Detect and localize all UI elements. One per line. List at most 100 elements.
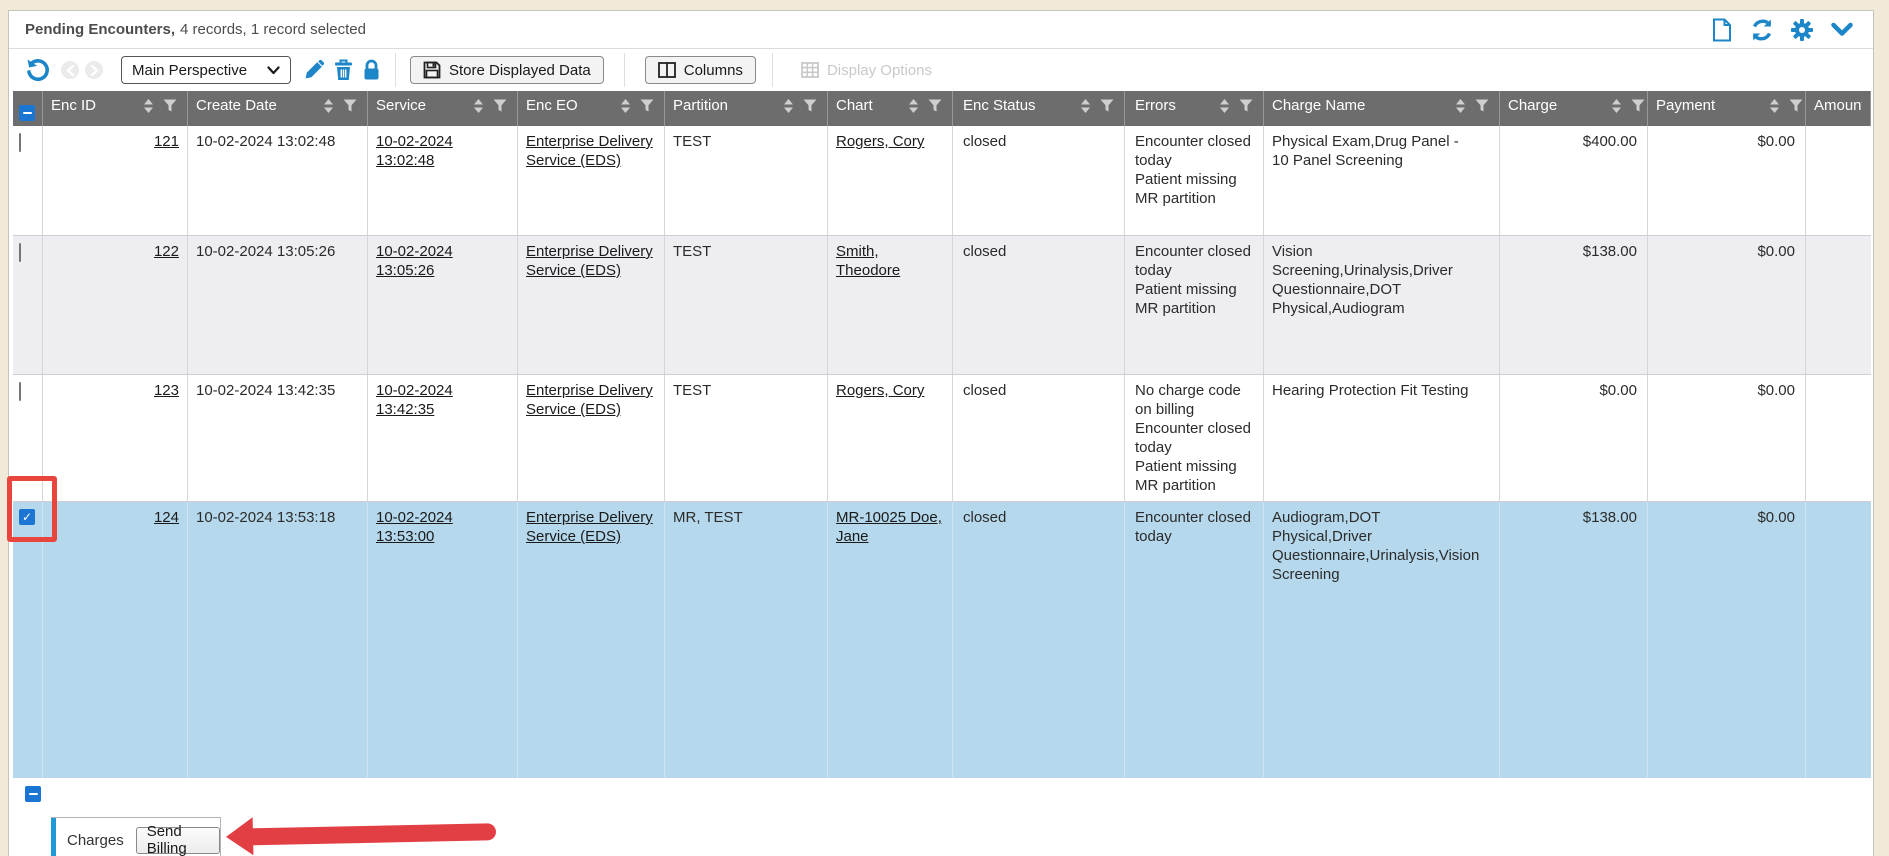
enc-status-cell: closed [953,375,1125,501]
column-header-partition[interactable]: Partition [665,91,828,126]
display-options-button: Display Options [789,62,944,79]
partition-cell: TEST [665,126,828,235]
enc-status-cell: closed [953,236,1125,374]
prev-icon[interactable] [61,61,79,79]
column-header-service[interactable]: Service [368,91,518,126]
payment-cell: $0.00 [1648,126,1806,235]
enc-eo-link[interactable]: Enterprise Delivery Service (EDS) [526,382,653,418]
row-checkbox-checked[interactable]: ✓ [19,509,35,525]
partition-cell: MR, TEST [665,502,828,778]
table-body: 121 10-02-2024 13:02:48 10-02-2024 13:02… [13,126,1871,778]
pencil-icon[interactable] [303,59,325,81]
sort-icon [324,98,333,113]
column-header-create-date[interactable]: Create Date [188,91,368,126]
page-title: Pending Encounters, [25,21,176,38]
select-all-checkbox[interactable] [19,105,35,121]
column-header-enc-status[interactable]: Enc Status [953,91,1125,126]
store-displayed-data-label: Store Displayed Data [449,61,591,79]
column-header-chart[interactable]: Chart [828,91,953,126]
column-header-charge[interactable]: Charge [1500,91,1648,126]
filter-icon [1100,99,1114,112]
pending-encounters-panel: Pending Encounters, 4 records, 1 record … [8,10,1874,856]
chart-link[interactable]: MR-10025 Doe, Jane [836,509,942,545]
enc-id-link[interactable]: 121 [153,133,179,150]
column-header-enc-eo[interactable]: Enc EO [518,91,665,126]
charges-tab-accent [51,818,56,856]
service-link[interactable]: 10-02-2024 13:53:00 [376,509,453,545]
columns-label: Columns [683,61,743,79]
amount-cell [1806,502,1871,778]
row-checkbox[interactable] [19,133,21,152]
amount-cell [1806,236,1871,374]
enc-eo-link[interactable]: Enterprise Delivery Service (EDS) [526,133,653,169]
enc-id-link[interactable]: 124 [153,509,179,526]
amount-cell [1806,375,1871,501]
partition-cell: TEST [665,375,828,501]
enc-id-link[interactable]: 122 [153,243,179,260]
errors-cell: Encounter closed today Patient missing M… [1125,236,1264,374]
column-header-payment[interactable]: Payment [1648,91,1806,126]
columns-icon [657,62,676,78]
charge-cell: $138.00 [1500,502,1648,778]
filter-icon [163,99,177,112]
table-header-row: Enc ID Create Date Service Enc EO Partit… [13,91,1871,126]
next-icon[interactable] [85,61,103,79]
enc-eo-link[interactable]: Enterprise Delivery Service (EDS) [526,243,653,279]
enc-id-link[interactable]: 123 [153,382,179,399]
create-date-cell: 10-02-2024 13:02:48 [188,126,368,235]
enc-eo-link[interactable]: Enterprise Delivery Service (EDS) [526,509,653,545]
payment-cell: $0.00 [1648,375,1806,501]
filter-icon [493,99,507,112]
record-count-text: 4 records, 1 record selected [180,21,366,38]
chart-link[interactable]: Smith, Theodore [836,243,901,279]
filter-icon [343,99,357,112]
column-header-errors[interactable]: Errors [1125,91,1264,126]
perspective-select[interactable]: Main Perspective [121,56,291,84]
send-billing-label: Send Billing [146,823,187,856]
sort-icon [1220,98,1229,113]
charges-panel: Charges Send Billing [51,817,221,856]
service-link[interactable]: 10-02-2024 13:42:35 [376,382,453,418]
send-billing-button[interactable]: Send Billing [135,823,220,856]
chart-link[interactable]: Rogers, Cory [836,382,925,399]
undo-icon[interactable] [25,57,51,83]
row-checkbox[interactable] [19,382,21,401]
sort-icon [784,98,793,113]
sort-icon [474,98,483,113]
columns-button[interactable]: Columns [644,56,756,84]
table-row-124-selected[interactable]: ✓ 124 10-02-2024 13:53:18 10-02-2024 13:… [13,502,1871,778]
filter-icon [803,99,817,112]
row-checkbox[interactable] [19,243,21,262]
service-link[interactable]: 10-02-2024 13:05:26 [376,243,453,279]
document-icon[interactable] [1709,17,1735,43]
sort-icon [144,98,153,113]
filter-icon [1631,99,1645,112]
filter-icon [1789,99,1803,112]
service-link[interactable]: 10-02-2024 13:02:48 [376,133,453,169]
table-row-122[interactable]: 122 10-02-2024 13:05:26 10-02-2024 13:05… [13,236,1871,375]
footer-select-checkbox[interactable] [25,786,41,802]
table-row-123[interactable]: 123 10-02-2024 13:42:35 10-02-2024 13:42… [13,375,1871,502]
gear-icon[interactable] [1789,17,1815,43]
enc-status-cell: closed [953,126,1125,235]
charge-cell: $400.00 [1500,126,1648,235]
sort-icon [621,98,630,113]
trash-icon[interactable] [334,59,353,81]
column-header-charge-name[interactable]: Charge Name [1264,91,1500,126]
refresh-icon[interactable] [1749,17,1775,43]
create-date-cell: 10-02-2024 13:42:35 [188,375,368,501]
filter-icon [640,99,654,112]
column-header-enc-id[interactable]: Enc ID [43,91,188,126]
enc-status-cell: closed [953,502,1125,778]
filter-icon [1239,99,1253,112]
chart-link[interactable]: Rogers, Cory [836,133,925,150]
charge-cell: $138.00 [1500,236,1648,374]
lock-icon[interactable] [362,59,381,81]
column-header-amount[interactable]: Amount [1806,91,1871,126]
sort-icon [1770,98,1779,113]
store-displayed-data-button[interactable]: Store Displayed Data [410,56,604,84]
table-row-121[interactable]: 121 10-02-2024 13:02:48 10-02-2024 13:02… [13,126,1871,236]
charge-name-cell: Audiogram,DOT Physical,Driver Questionna… [1264,502,1500,778]
chevron-down-icon[interactable] [1829,17,1855,43]
grid-toolbar: Main Perspective Store Displayed Data Co… [9,49,1873,91]
